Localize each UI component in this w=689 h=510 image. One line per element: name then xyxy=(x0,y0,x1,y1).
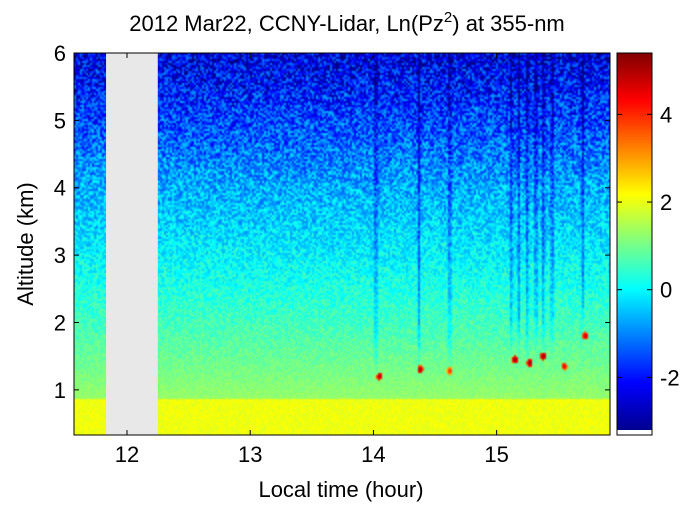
plot-frame xyxy=(73,52,611,436)
chart-title: 2012 Mar22, CCNY-Lidar, Ln(Pz2) at 355-n… xyxy=(129,9,565,36)
x-tick-label: 13 xyxy=(238,442,262,467)
colorbar-tick-label: 2 xyxy=(660,190,672,215)
colorbar-ticks: -2 0 2 4 xyxy=(617,102,680,390)
colorbar-tick-label: 0 xyxy=(660,278,672,303)
x-tick-label: 15 xyxy=(484,442,508,467)
y-tick-label: 1 xyxy=(54,378,66,403)
x-tick-label: 14 xyxy=(361,442,385,467)
colorbar-frame xyxy=(616,52,653,436)
y-tick-label: 6 xyxy=(54,41,66,66)
x-axis-label: Local time (hour) xyxy=(258,477,423,502)
x-tick-label: 12 xyxy=(115,442,139,467)
y-tick-label: 5 xyxy=(54,108,66,133)
y-axis-ticks: 1 2 3 4 5 6 xyxy=(54,41,610,403)
heatmap-area xyxy=(74,53,610,435)
x-axis-ticks: 12 13 14 15 xyxy=(115,53,509,467)
colorbar-tick-label: 4 xyxy=(660,102,672,127)
y-tick-label: 3 xyxy=(54,243,66,268)
data-gap-layer xyxy=(106,53,158,435)
data-gap xyxy=(106,53,158,435)
colorbar: -2 0 2 4 xyxy=(616,52,680,436)
y-axis-label: Altitude (km) xyxy=(13,182,38,305)
y-tick-label: 2 xyxy=(54,310,66,335)
backscatter-heatmap xyxy=(74,53,610,435)
y-tick-label: 4 xyxy=(54,176,66,201)
colorbar-gradient xyxy=(617,53,652,430)
colorbar-tick-label: -2 xyxy=(660,365,680,390)
